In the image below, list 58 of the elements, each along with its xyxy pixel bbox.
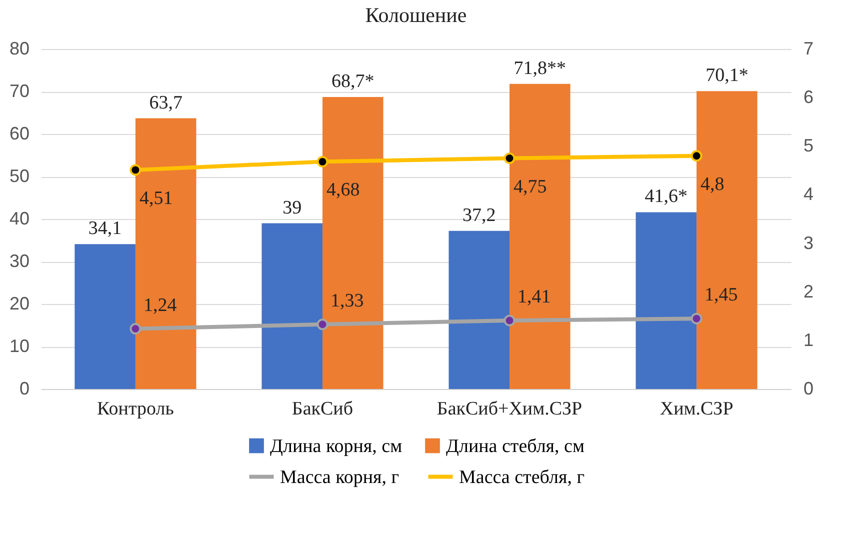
data-label: 4,68 [326, 180, 360, 201]
data-label: 68,7* [332, 71, 374, 92]
y2-tick-label: 4 [804, 184, 814, 204]
legend-label: Масса стебля, г [459, 466, 585, 488]
y2-tick-label: 1 [804, 330, 814, 350]
chart-title: Колошение [365, 3, 467, 27]
y-tick-label: 50 [9, 166, 30, 186]
x-tick-label: БакСиб+Хим.СЗР [436, 398, 582, 420]
y-tick-label: 30 [9, 251, 30, 271]
y-tick-label: 70 [9, 81, 30, 101]
point [130, 164, 142, 176]
legend-label: Масса корня, г [280, 466, 400, 488]
data-label: 1,24 [143, 294, 178, 316]
data-label: 71,8** [514, 58, 566, 79]
point [316, 156, 328, 168]
bar [135, 118, 196, 389]
data-label: 4,8 [700, 174, 724, 195]
bar [696, 91, 758, 389]
x-tick-label: Хим.СЗР [660, 398, 734, 420]
y2-tick-label: 0 [804, 378, 814, 398]
y2-tick-label: 7 [804, 38, 814, 58]
y-tick-label: 20 [9, 294, 30, 314]
y2-tick-label: 6 [804, 87, 814, 108]
legend-label: Длина стебля, см [446, 436, 585, 457]
point [316, 318, 328, 330]
data-label: 34,1 [88, 218, 122, 240]
y-tick-label: 80 [9, 38, 30, 58]
data-label: 1,33 [330, 290, 364, 312]
bar [322, 97, 384, 389]
x-tick-label: БакСиб [292, 398, 354, 420]
data-label: 4,75 [514, 176, 547, 198]
legend-label: Длина корня, см [270, 436, 402, 457]
data-label: 70,1* [706, 65, 748, 86]
point [504, 152, 516, 164]
y-tick-label: 40 [9, 208, 30, 228]
point [504, 314, 516, 326]
data-label: 1,45 [704, 284, 738, 306]
bar [448, 230, 510, 389]
y-tick-label: 60 [9, 124, 30, 144]
point [130, 323, 142, 335]
bar [262, 223, 322, 389]
data-label: 4,51 [139, 188, 173, 209]
y2-tick-label: 2 [804, 281, 814, 302]
data-label: 39 [282, 197, 302, 218]
bar [510, 84, 570, 389]
point [690, 150, 702, 162]
data-label: 63,7 [149, 92, 182, 114]
x-tick-label: Контроль [97, 398, 174, 420]
bar [74, 244, 136, 389]
data-label: 37,2 [462, 204, 496, 226]
data-label: 1,41 [518, 286, 551, 308]
y2-tick-label: 5 [804, 136, 814, 156]
data-label: 41,6* [644, 186, 688, 208]
point [690, 312, 702, 324]
bar [636, 212, 697, 389]
y-tick-label: 0 [19, 378, 30, 398]
y2-tick-label: 3 [804, 232, 814, 253]
y-tick-label: 10 [9, 336, 30, 356]
